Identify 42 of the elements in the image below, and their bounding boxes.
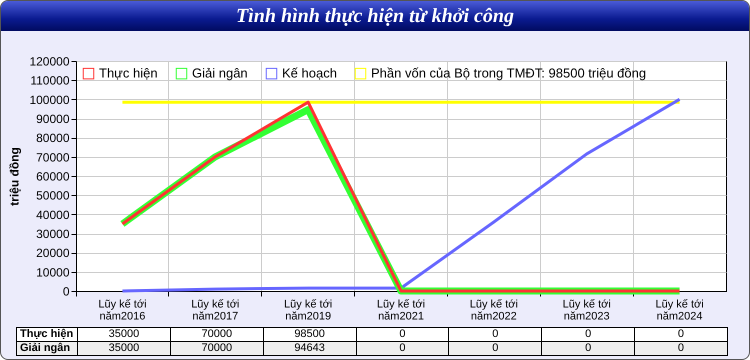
text: Giải ngân	[20, 342, 70, 354]
data-label: 70000	[170, 342, 264, 356]
y-tick-label: 60000	[36, 170, 70, 184]
y-tick-label: 80000	[36, 131, 70, 146]
y-tick-label: 90000	[36, 112, 70, 126]
legend-label: Kế hoạch	[282, 66, 337, 81]
y-axis-title: triệu đồng	[7, 147, 22, 206]
data-label: 0	[634, 342, 728, 356]
y-tick-label: 40000	[36, 208, 70, 222]
x-tick-label: Lũy kế tới năm2016	[98, 298, 147, 322]
x-tick-label: Lũy kế tới năm2023	[562, 298, 611, 322]
y-tick-label: 100000	[29, 92, 70, 107]
y-tick-label: 50000	[36, 188, 70, 203]
data-label: 98500	[263, 328, 356, 342]
text: Thực hiện	[20, 328, 74, 340]
legend-label: Phần vốn của Bộ trong TMĐT: 98500 triệu đồng	[371, 66, 646, 81]
x-tick-label: Lũy kế tới năm2017	[191, 298, 240, 322]
data-label: 94643	[263, 342, 356, 356]
chart-title: Tình hình thực hiện từ khởi công	[1, 1, 749, 31]
x-tick-label: Lũy kế tới năm2024	[655, 298, 704, 322]
legend-label: Giải ngân	[192, 66, 248, 81]
data-label: 0	[356, 342, 449, 356]
x-tick-label: Lũy kế tới năm2021	[376, 298, 426, 322]
y-tick-label: 10000	[36, 265, 70, 280]
data-label: 0	[356, 328, 449, 342]
data-label: 35000	[78, 328, 170, 342]
x-tick-label: Lũy kế tới năm2019	[284, 298, 332, 322]
data-label: 0	[634, 328, 728, 342]
legend-label: Thực hiện	[99, 66, 158, 81]
data-label: 0	[448, 342, 542, 356]
y-tick-label: 0	[62, 284, 70, 298]
data-label: 0	[448, 328, 542, 342]
data-label: 35000	[78, 342, 170, 356]
y-tick-label: 120000	[29, 54, 70, 68]
data-label: 70000	[170, 328, 264, 342]
data-label: 0	[542, 342, 635, 356]
data-label: 0	[542, 328, 635, 342]
y-tick-label: 30000	[36, 227, 70, 241]
y-tick-label: 110000	[30, 74, 70, 88]
y-tick-label: 70000	[36, 150, 70, 164]
x-tick-label: Lũy kế tới năm2022	[470, 298, 518, 322]
y-tick-label: 20000	[36, 246, 70, 260]
